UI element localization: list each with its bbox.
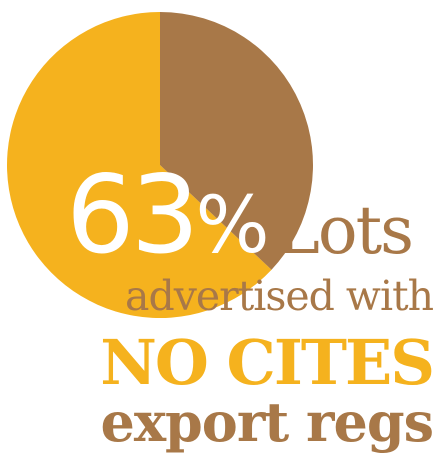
export-regs-label: export regs [100,390,434,454]
no-cites-label: NO CITES [100,326,435,399]
percentage-symbol: % [195,181,270,271]
percentage-number: 63 [66,153,199,278]
pie-slice-other [160,12,313,270]
advertised-with-label: advertised with [125,272,434,320]
percentage-value: 63% [66,162,270,270]
lots-label: Lots [276,192,414,269]
pie-slice-no-cites [7,12,272,318]
